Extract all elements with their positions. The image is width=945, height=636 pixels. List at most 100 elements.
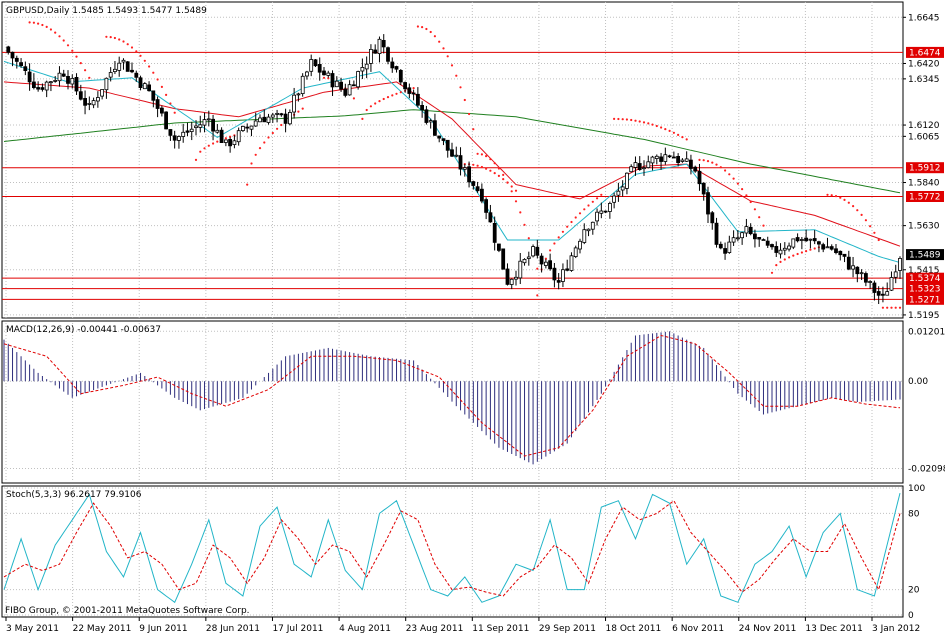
sar-dot — [224, 137, 227, 140]
candle-body — [296, 93, 301, 96]
level-price-tag-bg — [906, 162, 944, 174]
main-price-panel[interactable] — [1, 1, 904, 319]
sar-dot — [459, 86, 462, 89]
sar-dot — [433, 35, 436, 38]
candle-body — [697, 170, 702, 185]
price-tick-label: 1.6645 — [908, 13, 940, 23]
sar-dot — [113, 36, 116, 40]
level-price-tag-bg — [906, 272, 944, 284]
candle-body — [155, 99, 160, 109]
sar-dot — [779, 260, 782, 263]
candle-body — [731, 237, 736, 243]
sar-dot — [71, 49, 74, 52]
candle-body — [394, 66, 399, 70]
sar-dot — [399, 91, 402, 94]
stoch-panel[interactable] — [1, 485, 904, 618]
candle-body — [484, 199, 489, 213]
sar-dot — [561, 230, 565, 233]
candle-body — [795, 237, 800, 242]
candle-body — [812, 238, 817, 242]
stoch-tick-label: 20 — [908, 586, 920, 596]
sar-dot — [557, 236, 560, 239]
stochastic-lines — [3, 492, 901, 604]
macd-panel[interactable] — [1, 320, 904, 484]
sar-dot — [566, 225, 569, 228]
sar-dot — [702, 159, 705, 162]
candle-body — [377, 38, 382, 54]
stoch-signal-line — [3, 499, 901, 597]
candle-body — [108, 72, 113, 78]
sar-dot — [374, 102, 377, 105]
candle-body — [565, 268, 570, 271]
candle-body — [667, 155, 672, 158]
level-price-tag: 1.5374 — [909, 274, 941, 284]
sar-dot — [203, 147, 206, 150]
candle-body — [518, 260, 523, 279]
sar-dot — [813, 247, 816, 250]
sar-dot — [647, 122, 650, 125]
sar-dot — [732, 177, 735, 180]
sar-dot — [715, 163, 718, 166]
candle-body — [501, 248, 506, 270]
sar-dot — [834, 195, 838, 198]
stoch-tick-label: 100 — [908, 484, 925, 494]
sar-dot — [66, 44, 70, 47]
candle-body — [194, 125, 198, 129]
candle-body — [876, 291, 881, 296]
sar-dot — [476, 164, 479, 167]
sar-dot — [135, 50, 138, 53]
candle-body — [445, 139, 450, 151]
candle-body — [415, 93, 420, 106]
sar-dot — [216, 140, 219, 143]
candle-body — [78, 91, 83, 100]
candle-body — [172, 135, 177, 141]
sar-dot — [613, 117, 616, 120]
level-price-tag: 1.5912 — [909, 164, 941, 174]
candle-body — [753, 233, 757, 240]
candle-body — [373, 49, 378, 54]
sar-dot — [830, 194, 833, 197]
candle-body — [189, 128, 194, 132]
sar-dot — [668, 129, 671, 132]
horizontal-levels[interactable] — [2, 51, 903, 300]
time-tick-label: 29 Sep 2011 — [539, 624, 596, 634]
sar-dot — [194, 158, 198, 161]
candle-body — [898, 257, 902, 271]
sar-dot — [796, 252, 799, 256]
candle-body — [842, 253, 847, 257]
sar-dot — [753, 208, 757, 211]
sar-dot — [156, 78, 159, 81]
sar-dot — [621, 118, 624, 121]
sar-dot — [591, 200, 594, 203]
sar-dot — [480, 165, 483, 169]
candle-body — [66, 76, 70, 84]
sar-dot — [553, 242, 556, 245]
time-tick-label: 11 Sep 2011 — [472, 624, 529, 634]
candle-body — [266, 116, 271, 123]
sar-dot — [246, 183, 249, 186]
sar-dot — [574, 216, 577, 219]
level-price-tag-bg — [906, 283, 944, 295]
macd-title: MACD(12,26,9) -0.00441 -0.00637 — [6, 325, 161, 335]
sar-dot — [864, 219, 868, 222]
sar-dot — [37, 22, 40, 25]
sar-dot — [395, 92, 398, 95]
candle-body — [138, 77, 143, 89]
candle-body — [718, 243, 723, 249]
candle-body — [714, 222, 719, 245]
candle-body — [159, 107, 164, 114]
candle-body — [855, 266, 860, 275]
sar-dot — [549, 249, 552, 252]
candle-body — [505, 268, 510, 285]
time-tick-label: 17 Jul 2011 — [272, 624, 323, 634]
sar-dot — [596, 197, 599, 200]
candle-body — [616, 190, 621, 196]
candle-body — [10, 51, 15, 59]
candle-body — [509, 278, 514, 285]
candle-body — [364, 63, 369, 70]
sar-dot — [263, 141, 266, 144]
candle-body — [176, 136, 181, 141]
candle-body — [885, 291, 890, 296]
